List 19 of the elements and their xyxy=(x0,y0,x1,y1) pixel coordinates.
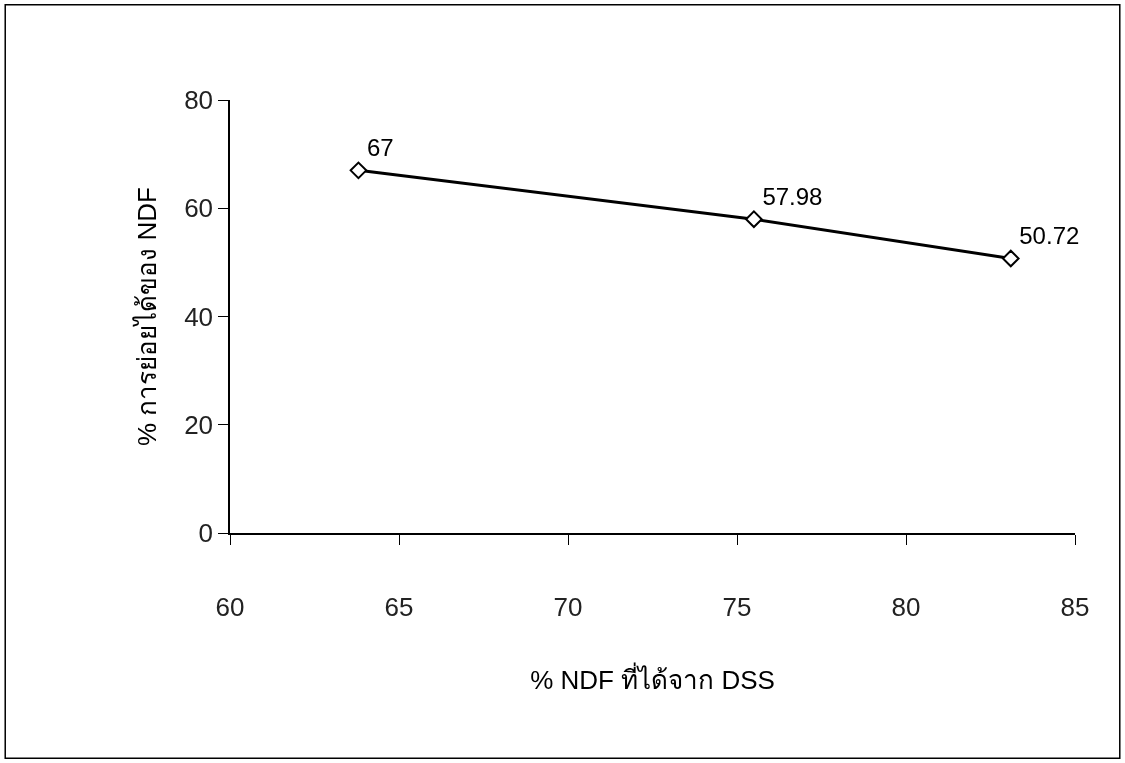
x-tick-label: 80 xyxy=(891,591,921,622)
y-axis-title: % การย่อยได้ของ NDF xyxy=(132,187,163,446)
point xyxy=(745,210,763,228)
data-label: 57.98 xyxy=(762,182,823,210)
y-tick-label: 20 xyxy=(184,409,214,440)
point xyxy=(1001,249,1020,268)
point xyxy=(349,161,368,180)
x-tick-label: 85 xyxy=(1060,591,1090,622)
x-tick-label: 65 xyxy=(384,591,414,622)
data-label: 67 xyxy=(366,133,394,161)
x-tick-label: 75 xyxy=(722,591,752,622)
y-tick-label: 0 xyxy=(198,518,214,549)
y-tick-label: 80 xyxy=(184,85,214,116)
y-tick-label: 60 xyxy=(184,193,214,224)
x-axis-title: % NDF ที่ได้จาก DSS xyxy=(530,662,775,696)
data-label: 50.72 xyxy=(1019,221,1080,249)
x-tick-label: 60 xyxy=(215,591,245,622)
y-tick-label: 40 xyxy=(184,301,214,332)
x-tick-label: 70 xyxy=(553,591,583,622)
